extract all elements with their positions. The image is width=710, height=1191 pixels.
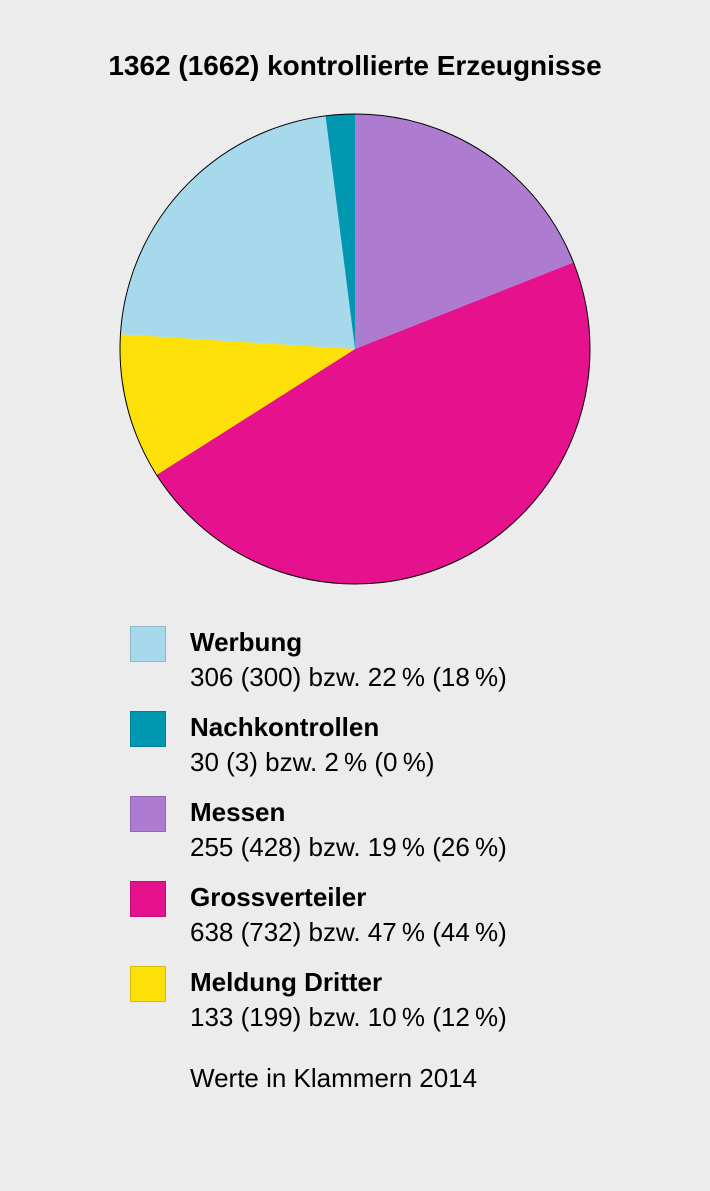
chart-container: 1362 (1662) kontrollierte Erzeugnisse We… [0,0,710,1191]
legend-text: Meldung Dritter133 (199) bzw. 10 % (12 %… [190,966,507,1033]
legend-swatch [130,796,166,832]
legend-item: Werbung306 (300) bzw. 22 % (18 %) [130,626,650,693]
legend-value: 30 (3) bzw. 2 % (0 %) [190,746,435,779]
legend-item: Grossverteiler638 (732) bzw. 47 % (44 %) [130,881,650,948]
pie-slice-werbung [120,116,355,349]
legend-label: Nachkontrollen [190,711,435,744]
legend-swatch [130,711,166,747]
legend-label: Grossverteiler [190,881,507,914]
legend-value: 638 (732) bzw. 47 % (44 %) [190,916,507,949]
legend-label: Messen [190,796,507,829]
legend-text: Nachkontrollen30 (3) bzw. 2 % (0 %) [190,711,435,778]
legend-text: Werbung306 (300) bzw. 22 % (18 %) [190,626,507,693]
legend-swatch [130,626,166,662]
legend-value: 133 (199) bzw. 10 % (12 %) [190,1001,507,1034]
legend: Werbung306 (300) bzw. 22 % (18 %) Nachkon… [130,626,650,1033]
legend-item: Nachkontrollen30 (3) bzw. 2 % (0 %) [130,711,650,778]
legend-swatch [130,966,166,1002]
pie-chart [118,112,592,586]
legend-value: 306 (300) bzw. 22 % (18 %) [190,661,507,694]
legend-label: Meldung Dritter [190,966,507,999]
footnote: Werte in Klammern 2014 [190,1063,650,1094]
legend-text: Grossverteiler638 (732) bzw. 47 % (44 %) [190,881,507,948]
legend-value: 255 (428) bzw. 19 % (26 %) [190,831,507,864]
legend-swatch [130,881,166,917]
pie-wrap [60,112,650,586]
legend-item: Messen255 (428) bzw. 19 % (26 %) [130,796,650,863]
legend-text: Messen255 (428) bzw. 19 % (26 %) [190,796,507,863]
legend-label: Werbung [190,626,507,659]
chart-title: 1362 (1662) kontrollierte Erzeugnisse [60,50,650,82]
legend-item: Meldung Dritter133 (199) bzw. 10 % (12 %… [130,966,650,1033]
